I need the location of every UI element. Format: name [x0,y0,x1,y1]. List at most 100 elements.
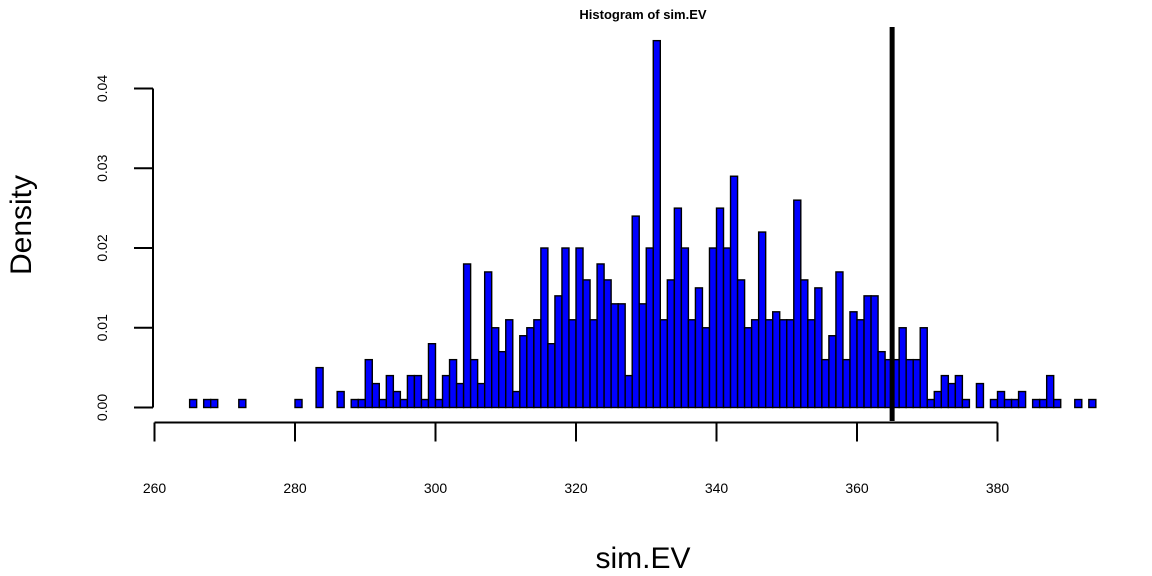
histogram-bar [392,390,402,409]
histogram-bar [526,327,535,409]
histogram-bar [188,398,198,409]
histogram-bar [729,175,739,409]
histogram-bar [209,398,219,409]
histogram-bar [996,390,1006,409]
y-tick-label: 0.01 [94,314,110,341]
histogram-bar [512,390,521,409]
histogram-bar [793,199,802,409]
histogram-bar [519,335,528,409]
histogram-bar [877,350,886,409]
histogram-bar [1052,398,1062,409]
histogram-bar [336,390,345,409]
histogram-bar [483,271,493,409]
y-axis: 0.00 0.01 0.02 0.03 0.04 [94,75,154,421]
histogram-bar [814,287,823,409]
x-tick-label: 320 [564,480,588,496]
histogram-bar [652,39,662,409]
histogram-bar [561,247,570,409]
histogram-bar [498,350,507,409]
histogram-bar [779,319,788,409]
histogram-bar [547,343,556,409]
x-tick-label: 380 [986,480,1010,496]
histogram-bar [385,374,395,409]
histogram-bar [786,319,795,409]
histogram-bar [708,247,718,409]
histogram-bar [462,263,472,409]
histogram-bar [659,319,669,409]
histogram-bar [617,303,626,409]
histogram-bar [202,398,212,409]
x-axis: 260 280 300 320 340 360 380 [143,421,1010,496]
histogram-bar [645,247,654,409]
histogram-bar [624,374,633,409]
histogram-bar [1010,398,1020,409]
histogram-bar [666,279,676,409]
histogram-bar [842,358,851,409]
histogram-bar [582,279,591,409]
histogram-bar [371,382,380,409]
x-tick-label: 300 [424,480,448,496]
histogram-bar [364,358,373,409]
histogram-bar [1045,374,1055,409]
histogram-bar [750,319,760,409]
histogram-bar [715,207,725,409]
histogram-bar [743,327,753,409]
histogram-bar [540,247,549,409]
histogram-bar [1088,398,1097,409]
x-axis-label: sim.EV [595,542,690,575]
histogram-bar [455,382,465,409]
x-tick-label: 360 [845,480,869,496]
histogram-bar [315,366,324,409]
histogram-bar [975,382,985,409]
histogram-bar [849,311,858,409]
histogram-bar [863,295,872,409]
histogram-bar [434,398,444,409]
histogram-bar [413,374,423,409]
histogram-bar [912,358,921,409]
histogram-bar [800,279,809,409]
histogram-bar [919,327,928,409]
x-tick-label: 280 [283,480,307,496]
histogram-bar [807,319,816,409]
x-tick-label: 260 [143,480,167,496]
histogram-bar [406,374,416,409]
histogram-bar [687,319,697,409]
histogram-bar [554,295,563,409]
histogram-bar [1017,390,1027,409]
histogram-bar [856,319,865,409]
histogram-bar [476,382,486,409]
y-tick-label: 0.02 [94,234,110,261]
histogram-bar [469,358,479,409]
histogram-bar [1031,398,1041,409]
histogram-bar [870,295,879,409]
x-tick-label: 340 [705,480,729,496]
histogram-bar [441,374,451,409]
histogram-bar [427,343,437,409]
histogram-bar [350,398,359,409]
histogram-bar [947,382,957,409]
histogram-bar [1003,398,1013,409]
histogram-bar [294,398,303,409]
histogram-bar [926,398,935,409]
histogram-bar [940,374,950,409]
y-tick-label: 0.00 [94,394,110,421]
y-tick-label: 0.03 [94,154,110,181]
histogram-bar [596,263,605,409]
histogram-bar [399,398,409,409]
histogram-bar [694,287,704,409]
histogram-bar [701,327,711,409]
histogram-bar [1038,398,1048,409]
histogram-bar [631,215,640,409]
histogram-bar [238,398,247,409]
histogram-bar [448,358,458,409]
histogram-bar [420,398,430,409]
histogram-bar [378,398,388,409]
histogram-bar [961,398,971,409]
histogram-bar [575,247,584,409]
histogram-bars [188,39,1097,409]
histogram-bar [954,374,964,409]
histogram-bar [491,327,500,409]
chart-title: Histogram of sim.EV [579,7,706,22]
histogram-bar [989,398,999,409]
